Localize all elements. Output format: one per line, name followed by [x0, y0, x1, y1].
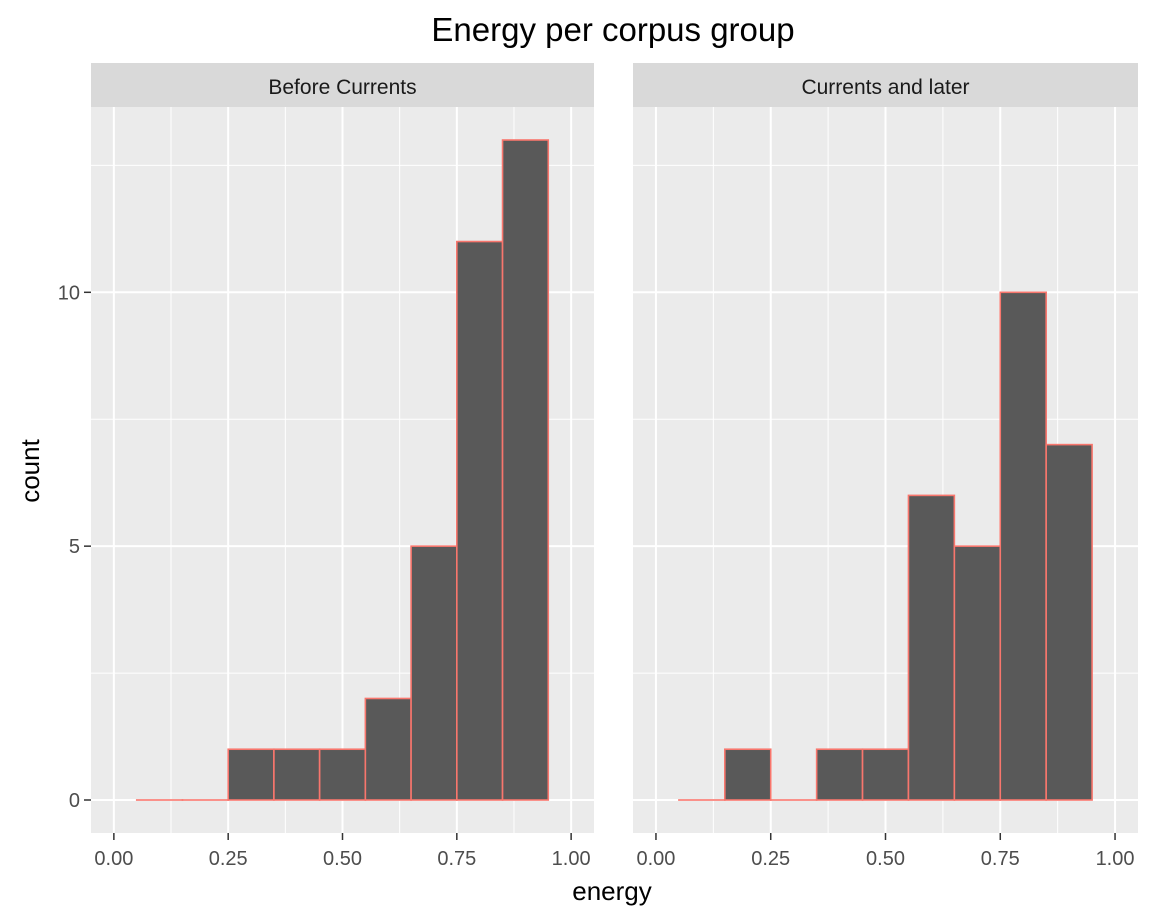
histogram-bar	[724, 748, 772, 801]
histogram-bar	[1045, 443, 1093, 801]
y-tick-label: 0	[69, 790, 80, 812]
panel-currents-and-later: Currents and later 0.00 0.25 0.50 0.75 1.00	[633, 63, 1138, 870]
y-tick-label: 5	[69, 536, 80, 558]
histogram-bar	[501, 139, 550, 801]
x-tick-label: 0.00	[94, 848, 133, 870]
x-tick-label: 1.00	[1096, 848, 1135, 870]
x-tick-label: 0.00	[636, 848, 675, 870]
x-tick-label: 0.25	[209, 848, 248, 870]
histogram-bar	[364, 697, 412, 801]
chart-title: Energy per corpus group	[431, 11, 794, 48]
histogram-bar	[999, 291, 1047, 801]
histogram-bar	[273, 748, 321, 801]
x-axis-title: energy	[572, 876, 652, 906]
x-tick-label: 0.50	[323, 848, 362, 870]
x-tick-label: 0.75	[437, 848, 476, 870]
strip-label: Currents and later	[801, 76, 969, 99]
histogram-bar	[456, 240, 504, 801]
panel-before-currents: Before Currents 0 5 10 0.00 0.25 0.50 0.75 1.0…	[58, 63, 594, 870]
histogram-bar	[227, 748, 275, 801]
histogram-bar	[861, 748, 910, 801]
x-tick-label: 0.50	[866, 848, 905, 870]
histogram-bar	[815, 748, 864, 801]
strip-label: Before Currents	[268, 76, 416, 99]
histogram-bar	[907, 494, 956, 801]
y-tick-label: 10	[58, 282, 80, 304]
x-tick-label: 1.00	[552, 848, 591, 870]
histogram-bar	[410, 545, 458, 801]
histogram-bar	[318, 748, 367, 801]
histogram-bar	[953, 545, 1002, 801]
strip-background	[91, 63, 594, 107]
strip-background	[633, 63, 1138, 107]
x-tick-label: 0.75	[981, 848, 1020, 870]
y-axis-title: count	[15, 438, 45, 502]
x-tick-label: 0.25	[751, 848, 790, 870]
